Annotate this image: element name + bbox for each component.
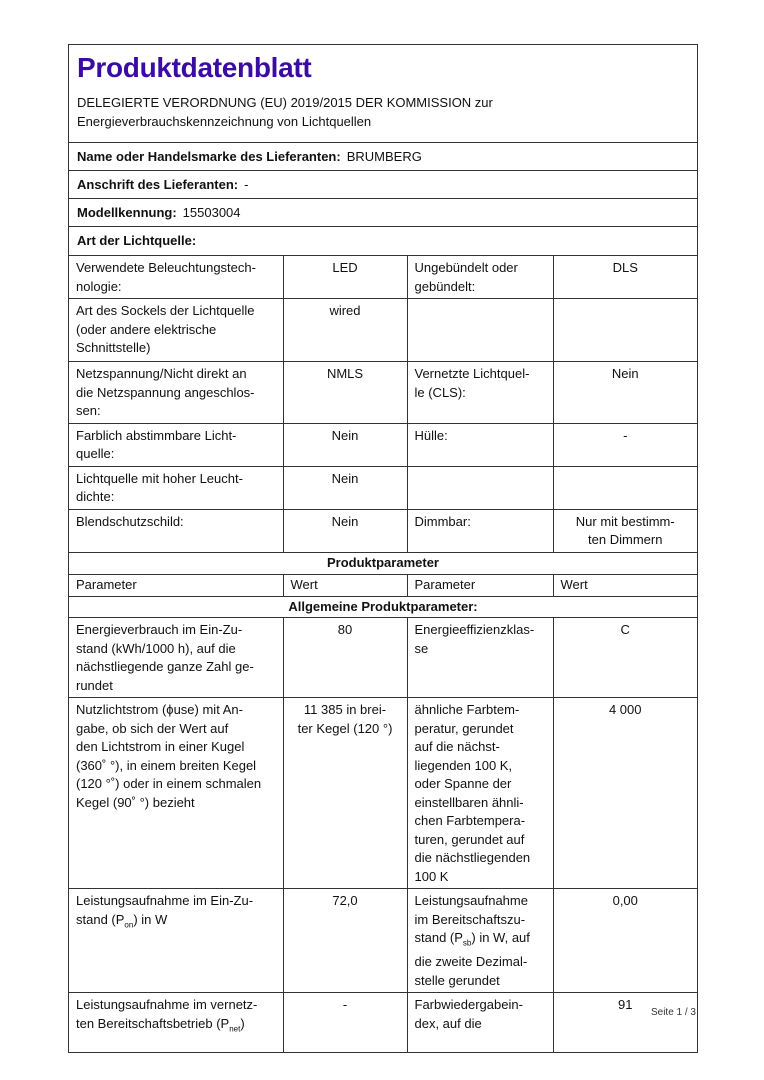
col-header-parameter: Parameter [69,573,284,597]
value-cell: 91 [552,992,697,1054]
value-cell [552,298,697,362]
model-row: Modellkennung: 15503004 [69,199,697,227]
table-row: Verwendete Beleuchtungstech- nologie: LED… [69,255,697,299]
value-cell: Nein [552,361,697,424]
supplier-label: Name oder Handelsmarke des Lieferanten: [77,149,341,164]
table-row: Farblich abstimmbare Licht- quelle: Nein H… [69,422,697,467]
parameter-cell: Leistungsaufnahme im Ein-Zu- stand (Pon)… [69,887,284,994]
page-title: Produktdatenblatt [77,52,312,83]
table-row: Leistungsaufnahme im vernetz- ten Bereit… [69,992,697,1054]
parameter-cell: Blendschutzschild: [69,508,284,553]
parameter-cell: Vernetzte Lichtquel- le (CLS): [406,361,554,424]
parameter-cell [406,298,554,362]
product-datasheet: Produktdatenblatt DELEGIERTE VERORDNUNG … [68,44,698,1054]
table-row: Lichtquelle mit hoher Leucht- dichte: Nei… [69,465,697,510]
subtitle-line-2: Energieverbrauchskennzeichnung von Licht… [77,114,372,129]
model-value: 15503004 [182,205,241,220]
table-row: Netzspannung/Nicht direkt an die Netzspa… [69,361,697,424]
supplier-row: Name oder Handelsmarke des Lieferanten: B… [69,143,697,171]
value-cell: 0,00 [552,887,697,994]
col-header-parameter-2: Parameter [406,573,554,597]
parameter-cell: ähnliche Farbtem- peratur, gerundet auf … [406,697,554,889]
general-heading: Allgemeine Produktparameter: [69,595,697,618]
value-cell: DLS [552,255,697,299]
parameter-cell [406,465,554,510]
parameter-cell: Leistungsaufnahme im Bereitschaftszu- st… [406,887,554,994]
parameter-cell: Energieverbrauch im Ein-Zu- stand (kWh/1… [69,617,284,698]
parameter-cell: Dimmbar: [406,508,554,553]
parameter-cell: Netzspannung/Nicht direkt an die Netzspa… [69,361,284,424]
address-row: Anschrift des Lieferanten: - [69,171,697,199]
datasheet-table: Verwendete Beleuchtungstech- nologie: LED… [69,255,697,1054]
value-cell: LED [282,255,408,299]
page-number: Seite 1 / 3 [650,1007,696,1018]
column-header-row: Parameter Wert Parameter Wert [69,573,697,597]
parameter-cell: Lichtquelle mit hoher Leucht- dichte: [69,465,284,510]
type-heading-row: Art der Lichtquelle: [69,227,697,255]
address-value: - [244,177,249,192]
parameter-cell: Hülle: [406,422,554,467]
value-cell: Nein [282,465,408,510]
col-header-value-2: Wert [552,573,697,597]
parameter-cell: Farblich abstimmbare Licht- quelle: [69,422,284,467]
product-params-heading-row: Produktparameter [69,551,697,575]
table-row: Blendschutzschild: Nein Dimmbar: Nur mit be… [69,508,697,553]
parameter-cell: Leistungsaufnahme im vernetz- ten Bereit… [69,992,284,1054]
parameter-cell: Nutzlichtstrom (ϕuse) mit An- gabe, ob s… [69,697,284,889]
value-cell: C [552,617,697,698]
parameter-cell: Art des Sockels der Lichtquelle (oder an… [69,298,284,362]
parameter-cell: Energieeffizienzklas- se [406,617,554,698]
type-heading: Art der Lichtquelle: [77,233,197,248]
parameter-cell: Verwendete Beleuchtungstech- nologie: [69,255,284,299]
value-cell: 4 000 [552,697,697,889]
table-row: Energieverbrauch im Ein-Zu- stand (kWh/1… [69,617,697,698]
value-cell: NMLS [282,361,408,424]
table-row: Leistungsaufnahme im Ein-Zu- stand (Pon)… [69,887,697,994]
col-header-value: Wert [282,573,408,597]
table-row: Nutzlichtstrom (ϕuse) mit An- gabe, ob s… [69,697,697,889]
value-cell: 80 [282,617,408,698]
value-cell: Nein [282,422,408,467]
value-cell: 72,0 [282,887,408,994]
general-heading-row: Allgemeine Produktparameter: [69,595,697,618]
parameter-cell: Farbwiedergabein- dex, auf die [406,992,554,1054]
regulation-subtitle: DELEGIERTE VERORDNUNG (EU) 2019/2015 DER… [77,93,689,131]
value-cell: Nein [282,508,408,553]
model-label: Modellkennung: [77,205,177,220]
parameter-cell: Ungebündelt oder gebündelt: [406,255,554,299]
value-cell: Nur mit bestimm- ten Dimmern [552,508,697,553]
value-cell: wired [282,298,408,362]
value-cell: - [552,422,697,467]
supplier-value: BRUMBERG [346,149,422,164]
value-cell: 11 385 in brei- ter Kegel (120 °) [282,697,408,889]
header-block: Produktdatenblatt DELEGIERTE VERORDNUNG … [69,51,697,143]
value-cell [552,465,697,510]
value-cell: - [282,992,408,1054]
table-row: Art des Sockels der Lichtquelle (oder an… [69,298,697,362]
subtitle-line-1: DELEGIERTE VERORDNUNG (EU) 2019/2015 DER… [77,95,493,110]
address-label: Anschrift des Lieferanten: [77,177,239,192]
product-params-heading: Produktparameter [69,551,697,575]
